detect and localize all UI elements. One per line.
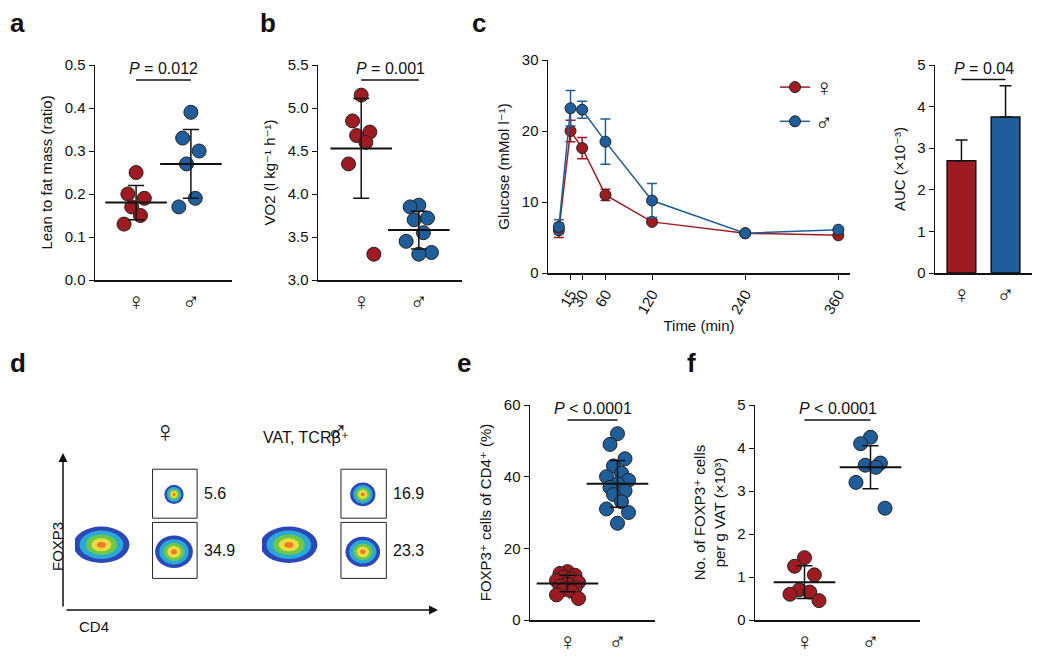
svg-text:♀: ♀ [952, 281, 970, 308]
svg-text:P = 0.04: P = 0.04 [954, 60, 1014, 77]
svg-text:16.9: 16.9 [393, 485, 424, 502]
svg-text:♀: ♀ [796, 628, 814, 655]
svg-text:♀: ♀ [815, 74, 833, 101]
svg-text:♂: ♂ [182, 288, 200, 315]
svg-text:♂: ♂ [997, 281, 1015, 308]
svg-text:e: e [457, 348, 471, 378]
svg-text:40: 40 [504, 468, 521, 485]
svg-text:5.6: 5.6 [204, 485, 226, 502]
svg-text:Glucose (mMol l⁻¹): Glucose (mMol l⁻¹) [495, 103, 512, 229]
svg-text:20: 20 [522, 122, 539, 139]
svg-text:♀: ♀ [559, 628, 577, 655]
svg-text:0.4: 0.4 [65, 99, 86, 116]
svg-text:Time (min): Time (min) [663, 317, 734, 334]
svg-text:f: f [687, 348, 696, 378]
svg-text:No. of FOXP3⁺ cellsper g VAT (: No. of FOXP3⁺ cellsper g VAT (×10³) [691, 445, 728, 580]
svg-text:FOXP3⁺ cells of CD4⁺ (%): FOXP3⁺ cells of CD4⁺ (%) [477, 424, 494, 602]
svg-text:♂: ♂ [815, 109, 833, 136]
svg-text:AUC (×10⁻³): AUC (×10⁻³) [891, 127, 908, 211]
svg-text:♂: ♂ [609, 628, 627, 655]
svg-text:♂: ♂ [326, 415, 349, 448]
svg-text:c: c [472, 8, 486, 38]
svg-text:30: 30 [568, 287, 591, 310]
svg-text:b: b [260, 8, 276, 38]
svg-text:15: 15 [557, 287, 580, 310]
svg-text:0: 0 [917, 264, 925, 281]
svg-text:20: 20 [504, 540, 521, 557]
svg-text:240: 240 [727, 287, 754, 317]
svg-text:4: 4 [737, 439, 745, 456]
svg-text:34.9: 34.9 [204, 542, 235, 559]
svg-text:♂: ♂ [862, 628, 880, 655]
svg-text:d: d [10, 348, 26, 378]
svg-text:0.5: 0.5 [65, 56, 86, 73]
svg-text:0.0: 0.0 [65, 271, 86, 288]
svg-text:0.1: 0.1 [65, 228, 86, 245]
svg-text:0.3: 0.3 [65, 142, 86, 159]
svg-text:3: 3 [917, 139, 925, 156]
svg-text:P < 0.0001: P < 0.0001 [799, 400, 877, 417]
svg-text:CD4: CD4 [79, 618, 109, 635]
svg-text:FOXP3: FOXP3 [49, 522, 66, 571]
svg-text:120: 120 [634, 287, 661, 317]
svg-text:30: 30 [522, 51, 539, 68]
svg-text:VO2 (l kg⁻¹ h⁻¹): VO2 (l kg⁻¹ h⁻¹) [261, 120, 278, 226]
svg-text:5.5: 5.5 [288, 56, 309, 73]
svg-text:2: 2 [737, 525, 745, 542]
svg-text:0: 0 [512, 611, 520, 628]
svg-text:0.2: 0.2 [65, 185, 86, 202]
svg-text:0: 0 [737, 611, 745, 628]
svg-text:P = 0.012: P = 0.012 [129, 60, 198, 77]
svg-text:VAT, TCRβ⁺: VAT, TCRβ⁺ [263, 429, 349, 446]
svg-text:3: 3 [737, 482, 745, 499]
svg-text:♀: ♀ [352, 288, 370, 315]
svg-text:3.5: 3.5 [288, 228, 309, 245]
svg-text:1: 1 [917, 223, 925, 240]
svg-text:360: 360 [820, 287, 847, 317]
svg-text:P < 0.0001: P < 0.0001 [554, 400, 632, 417]
svg-text:10: 10 [522, 193, 539, 210]
svg-text:♀: ♀ [127, 288, 145, 315]
svg-text:4.5: 4.5 [288, 142, 309, 159]
svg-text:5: 5 [737, 396, 745, 413]
svg-text:60: 60 [504, 396, 521, 413]
svg-text:5.0: 5.0 [288, 99, 309, 116]
svg-text:Lean to fat mass (ratio): Lean to fat mass (ratio) [38, 95, 55, 249]
svg-text:P = 0.001: P = 0.001 [356, 60, 425, 77]
svg-text:5: 5 [917, 56, 925, 73]
svg-text:♂: ♂ [410, 288, 428, 315]
svg-text:2: 2 [917, 181, 925, 198]
svg-text:1: 1 [737, 568, 745, 585]
svg-text:4.0: 4.0 [288, 185, 309, 202]
svg-text:a: a [10, 8, 25, 38]
svg-text:0: 0 [530, 264, 538, 281]
svg-text:23.3: 23.3 [393, 542, 424, 559]
svg-text:♀: ♀ [154, 415, 177, 448]
svg-text:4: 4 [917, 98, 925, 115]
svg-text:3.0: 3.0 [288, 271, 309, 288]
svg-text:60: 60 [591, 287, 614, 310]
